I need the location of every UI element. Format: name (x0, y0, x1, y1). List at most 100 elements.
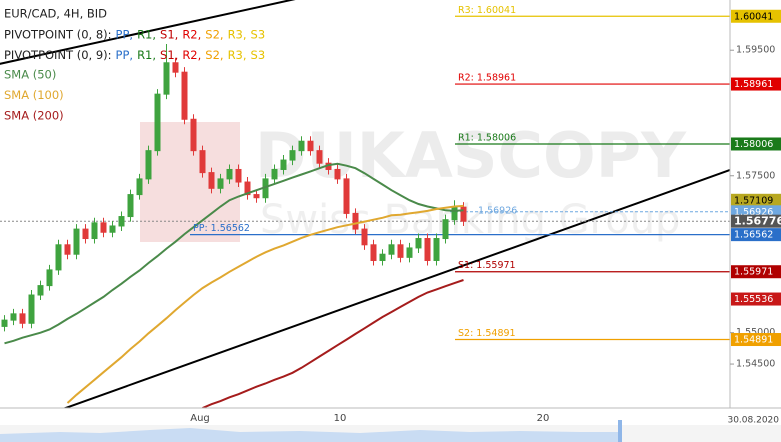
legend-entry: SMA (200) (4, 109, 64, 123)
indicator-item: R1, (137, 27, 156, 41)
sma-line (4, 162, 464, 345)
pivot-price-text: 1.58006 (734, 139, 773, 150)
candle-body (316, 150, 323, 164)
x-tick-label: 20 (537, 413, 550, 424)
indicator-legend: PIVOTPOINT (0, 9): PP, R1, S1, R2, S2, R3, S3 (4, 47, 265, 61)
marker-price-text: 1.57109 (734, 195, 773, 206)
candle-body (433, 238, 440, 261)
candle-body (361, 228, 368, 246)
trend-line (0, 0, 296, 65)
x-tick-label: Aug (190, 413, 210, 424)
pivot-price-box (731, 228, 781, 242)
candle-body (280, 159, 287, 170)
y-tick-label: 1.57500 (736, 170, 775, 181)
candle-body (73, 228, 80, 255)
candle-body (352, 212, 359, 230)
candle-body (415, 238, 422, 249)
legend-entry: SMA (50) (4, 68, 56, 82)
candle-body (208, 172, 215, 189)
candle-body (226, 168, 233, 180)
candle-body (199, 150, 206, 174)
candle-body (406, 247, 413, 258)
candle-body (127, 194, 134, 218)
candle-body (397, 244, 404, 258)
candle-body (136, 178, 143, 196)
pivot-price-box (731, 265, 781, 279)
pivot-price-box (731, 77, 781, 91)
candle-body (190, 118, 197, 152)
marker-price-box (731, 292, 781, 306)
candle-body (244, 181, 251, 196)
indicator-item: R3, (228, 47, 247, 61)
candle-body (145, 150, 152, 180)
indicator-item: S1, (160, 47, 178, 61)
marker-price-text: 1.56926 (734, 207, 773, 218)
candle-body (163, 62, 170, 95)
candle-body (253, 194, 260, 199)
candle-body (118, 216, 125, 227)
indicator-item: PP, (116, 27, 134, 41)
pivot-label: S2: 1.54891 (458, 328, 516, 339)
indicator-label: PIVOTPOINT (0, 8): (4, 27, 112, 41)
y-tick-label: 1.55000 (736, 327, 775, 338)
candle-body (424, 238, 431, 261)
indicator-item: R2, (182, 47, 201, 61)
indicator-label: PIVOTPOINT (0, 9): (4, 47, 112, 61)
indicator-item: S3 (251, 27, 266, 41)
watermark-subtitle: Swiss Banking Group (260, 197, 680, 243)
candle-body (442, 219, 449, 240)
candle-body (334, 168, 341, 180)
candle-body (37, 285, 44, 296)
candle-body (46, 269, 53, 287)
navigator-handle[interactable] (618, 420, 622, 442)
candle-body (91, 222, 98, 240)
sma-line (66, 204, 464, 404)
candle-body (28, 294, 35, 324)
candle-body (109, 225, 116, 233)
pivot-price-text: 1.54891 (734, 335, 773, 346)
marker-price-box (731, 214, 781, 228)
candle-body (82, 228, 89, 240)
chart-title: EUR/CAD, 4H, BID (4, 7, 107, 21)
indicator-legend: PIVOTPOINT (0, 8): PP, R1, S1, R2, S2, R3, S3 (4, 27, 265, 41)
pivot-price-text: 1.55971 (734, 267, 773, 278)
candle-body (271, 168, 278, 180)
candle-body (289, 150, 296, 161)
candle-body (10, 313, 17, 321)
pivot-label: R2: 1.58961 (458, 73, 516, 84)
trend-line (62, 169, 730, 408)
pivot-label: S1: 1.55971 (458, 260, 516, 271)
pivot-price-box (731, 137, 781, 151)
pivot-label: R3: 1.60041 (458, 5, 516, 16)
indicator-item: R3, (228, 27, 247, 41)
candle-body (460, 206, 467, 222)
indicator-item: R2, (182, 27, 201, 41)
pivot-price-box (731, 9, 781, 23)
indicator-item: S2, (205, 27, 223, 41)
candle-body (235, 168, 242, 183)
candle-body (64, 244, 71, 255)
candle-body (451, 206, 458, 221)
candle-body (1, 319, 8, 327)
marker-price-text: 1.56776 (734, 215, 781, 228)
indicator-item: R1, (137, 47, 156, 61)
date-label: 30.08.2020 (727, 416, 779, 426)
navigator-volume (0, 428, 620, 442)
candle-body (55, 244, 62, 271)
indicator-item: S1, (160, 27, 178, 41)
pivot-price-text: 1.56562 (734, 230, 773, 241)
marker-price-box (731, 193, 781, 207)
pivot-price-text: 1.60041 (734, 11, 773, 22)
legend-entry: SMA (100) (4, 88, 64, 102)
y-tick-label: 1.59500 (736, 45, 775, 56)
candle-body (343, 178, 350, 214)
x-tick-label: 10 (334, 413, 347, 424)
pivot-price-text: 1.58961 (734, 79, 773, 90)
candle-body (298, 140, 305, 152)
candle-body (388, 244, 395, 255)
watermark-title: DUKASCOPY (255, 119, 687, 192)
y-tick-label: 1.54500 (736, 359, 775, 370)
candle-body (154, 93, 161, 152)
plot-area (0, 0, 730, 408)
